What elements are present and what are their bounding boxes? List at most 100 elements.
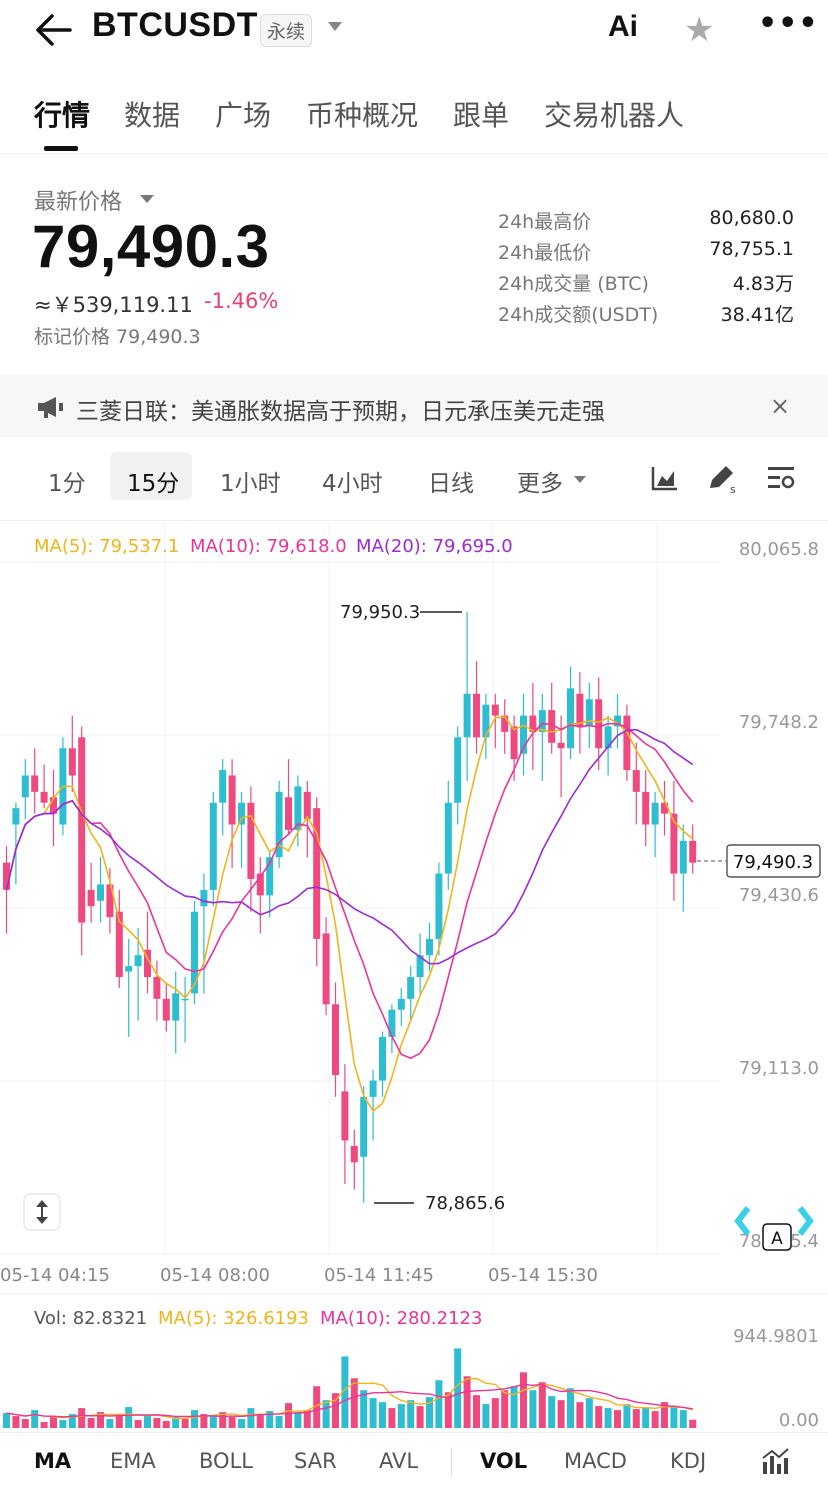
volume-bar: [435, 1380, 443, 1428]
volume-bar: [322, 1400, 330, 1428]
back-arrow-icon[interactable]: [34, 12, 74, 48]
news-close-icon[interactable]: ×: [770, 392, 791, 420]
indicator-boll[interactable]: BOLL: [199, 1449, 253, 1473]
y-tick-label: 80,065.8: [739, 539, 819, 560]
volume-bar: [78, 1408, 86, 1428]
price-type-caret-icon[interactable]: [140, 195, 154, 203]
stat-value-24h-high: 80,680.0: [709, 207, 794, 229]
price-type-label[interactable]: 最新价格: [34, 190, 123, 215]
candle: [454, 737, 462, 803]
tab-data[interactable]: 数据: [124, 99, 181, 132]
news-ticker[interactable]: [0, 375, 828, 437]
candle: [444, 802, 452, 874]
interval-1m[interactable]: 1分: [48, 471, 86, 497]
candle: [153, 977, 161, 999]
vol-tick-label: 0.00: [779, 1410, 819, 1431]
volume-bar: [181, 1419, 189, 1428]
tab-market[interactable]: 行情: [34, 99, 91, 132]
volume-bar: [350, 1378, 358, 1428]
stat-value-24h-volume: 4.83万: [732, 273, 794, 295]
interval-1h[interactable]: 1小时: [220, 471, 281, 497]
candle: [350, 1145, 358, 1163]
volume-bar: [106, 1419, 114, 1428]
indicator-avl[interactable]: AVL: [379, 1449, 419, 1473]
candle: [106, 884, 114, 918]
interval-more[interactable]: 更多: [517, 471, 563, 497]
tab-copy-trading[interactable]: 跟单: [453, 99, 510, 132]
volume-bar: [238, 1419, 245, 1428]
pair-title[interactable]: BTCUSDT: [92, 6, 258, 44]
tab-square[interactable]: 广场: [215, 99, 272, 132]
kline-chart[interactable]: MA(5): 79,537.1 MA(10): 79,618.0 MA(20):…: [0, 522, 828, 1432]
interval-4h[interactable]: 4小时: [322, 471, 383, 497]
interval-15m[interactable]: 15分: [127, 471, 180, 497]
interval-1d[interactable]: 日线: [428, 471, 474, 497]
news-headline[interactable]: 三菱日联：美通胀数据高于预期，日元承压美元走强: [76, 399, 605, 425]
candle: [529, 715, 537, 732]
auto-scale-button[interactable]: A: [734, 1206, 814, 1251]
pair-dropdown-caret-icon[interactable]: [328, 22, 342, 31]
volume-bar: [134, 1420, 142, 1428]
volume-bar: [397, 1404, 405, 1428]
vol-ma5-legend: MA(5): 326.6193: [158, 1308, 309, 1329]
vol-ma10-line: [6, 1383, 693, 1418]
volume-bar: [275, 1416, 283, 1428]
tab-trading-bot[interactable]: 交易机器人: [544, 99, 685, 132]
svg-text:s: s: [730, 483, 736, 494]
chart-settings-icon[interactable]: [766, 464, 796, 492]
chart-type-icon[interactable]: [650, 464, 680, 492]
volume-bar: [97, 1412, 104, 1428]
candle: [632, 770, 640, 792]
volume-bar: [369, 1398, 377, 1428]
candle: [341, 1091, 349, 1141]
volume-bar: [68, 1414, 76, 1428]
indicator-macd[interactable]: MACD: [564, 1449, 627, 1473]
volume-bar: [209, 1416, 217, 1428]
volume-bar: [520, 1372, 527, 1428]
last-price: 79,490.3: [32, 213, 270, 280]
volume-bar: [679, 1410, 687, 1428]
volume-bar: [144, 1416, 151, 1428]
indicator-separator: [451, 1448, 452, 1476]
ma10-legend: MA(10): 79,618.0: [190, 536, 347, 557]
draw-tool-icon[interactable]: s: [706, 462, 740, 494]
candle: [538, 710, 546, 732]
candle: [670, 813, 678, 874]
volume-bar: [576, 1402, 584, 1428]
volume-bar: [548, 1396, 556, 1428]
volume-bar: [87, 1418, 95, 1428]
volume-bar: [50, 1417, 57, 1428]
candle: [642, 791, 650, 825]
volume-bar: [162, 1421, 170, 1428]
candle: [209, 802, 217, 890]
candle: [557, 742, 565, 749]
volume-bar: [153, 1418, 161, 1428]
candle: [369, 1080, 377, 1097]
candle: [228, 775, 236, 825]
current-price-tag: [726, 844, 821, 878]
tab-coin-overview[interactable]: 币种概况: [306, 99, 419, 132]
volume-bar: [614, 1410, 621, 1428]
volume-bar: [332, 1393, 339, 1428]
indicator-vol[interactable]: VOL: [480, 1449, 528, 1473]
volume-bar: [303, 1410, 311, 1428]
current-price-label: 79,490.3: [733, 852, 813, 873]
volume-bar: [670, 1406, 678, 1428]
indicator-settings-icon[interactable]: [760, 1446, 790, 1476]
indicator-ma[interactable]: MA: [34, 1449, 72, 1473]
volume-bar: [285, 1403, 292, 1428]
indicator-kdj[interactable]: KDJ: [670, 1449, 707, 1473]
ai-button[interactable]: Ai: [608, 10, 638, 43]
volume-bar: [125, 1407, 133, 1428]
interval-more-caret-icon[interactable]: [574, 476, 586, 483]
candle: [473, 693, 480, 738]
candle: [78, 737, 86, 923]
candle: [585, 699, 593, 727]
candle: [181, 998, 189, 1001]
indicator-sar[interactable]: SAR: [294, 1449, 337, 1473]
candle: [482, 704, 490, 738]
favorite-star-icon[interactable]: ★: [684, 10, 715, 50]
indicator-ema[interactable]: EMA: [110, 1449, 156, 1473]
more-menu-icon[interactable]: •••: [758, 6, 819, 41]
volume-bar: [59, 1420, 67, 1428]
